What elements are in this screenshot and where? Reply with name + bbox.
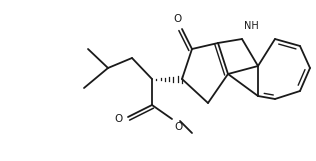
Text: O: O xyxy=(173,14,181,24)
Text: O: O xyxy=(115,114,123,124)
Text: O: O xyxy=(174,122,182,132)
Text: NH: NH xyxy=(244,21,259,31)
